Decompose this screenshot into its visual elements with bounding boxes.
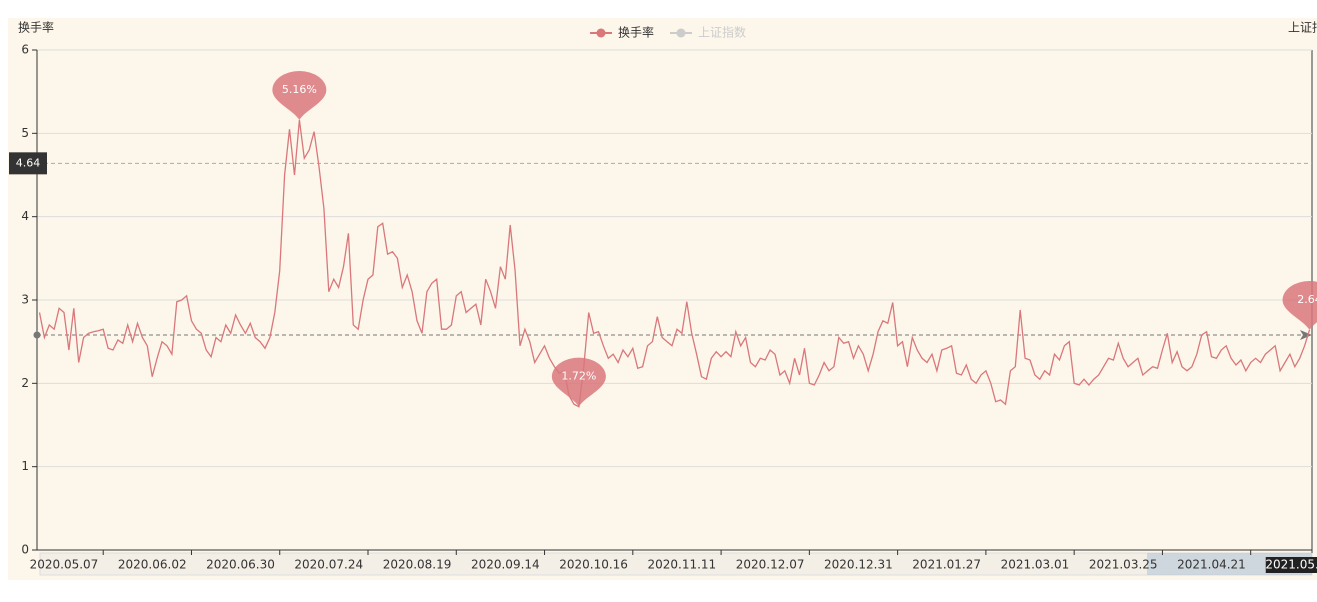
- mark-point-label: 2.64: [1297, 293, 1317, 306]
- mark-point-label: 1.72%: [561, 370, 596, 383]
- y-tick-label: 3: [21, 293, 29, 307]
- mark-point: [551, 357, 606, 407]
- x-tick-label: 2020.12.07: [736, 558, 805, 572]
- x-tick-label: 2020.09.14: [471, 558, 540, 572]
- x-tick-label: 2020.06.30: [206, 558, 275, 572]
- chart-background: [8, 18, 1317, 580]
- y-tick-label: 1: [21, 459, 29, 473]
- axis-pointer-box: [9, 152, 47, 175]
- average-start: [33, 331, 41, 339]
- x-tick-label: 2020.05.07: [30, 558, 99, 572]
- x-tick-label: 2021.01.27: [912, 558, 981, 572]
- x-tick-label: 2021.03.25: [1089, 558, 1158, 572]
- x-tick-label: 2021.03.01: [1001, 558, 1070, 572]
- mark-point-label: 5.16%: [282, 83, 317, 96]
- x-tick-label: 2020.10.16: [559, 558, 628, 572]
- legend-label[interactable]: 上证指数: [698, 25, 746, 40]
- mark-point: [1282, 281, 1317, 330]
- y2-axis-name: 上证指: [1288, 20, 1317, 35]
- legend-dot: [676, 28, 686, 38]
- x-tick-label: 2020.06.02: [118, 558, 187, 572]
- x-tick-label: 2020.11.11: [647, 558, 716, 572]
- y-tick-label: 5: [21, 126, 29, 140]
- y-tick-label: 0: [21, 543, 29, 557]
- legend-label[interactable]: 换手率: [618, 25, 654, 40]
- x-tick-label: 2020.07.24: [294, 558, 363, 572]
- axis-pointer-label: 4.64: [16, 156, 41, 169]
- y-tick-label: 4: [21, 209, 29, 223]
- average-arrow: [1300, 330, 1312, 340]
- line-series: [38, 119, 1311, 408]
- y-axis-name: 换手率: [18, 20, 54, 35]
- x-tick-label: 2020.08.19: [383, 558, 452, 572]
- y-tick-label: 2: [21, 376, 29, 390]
- y-tick-label: 6: [21, 43, 29, 57]
- legend-dot: [596, 28, 606, 38]
- x-tick-label: 2021.04.21: [1177, 558, 1246, 572]
- mark-point: [272, 71, 327, 120]
- x-label-highlight: [1265, 557, 1317, 573]
- x-tick-label: 2021.05.28: [1265, 558, 1317, 572]
- x-tick-label: 2020.12.31: [824, 558, 893, 572]
